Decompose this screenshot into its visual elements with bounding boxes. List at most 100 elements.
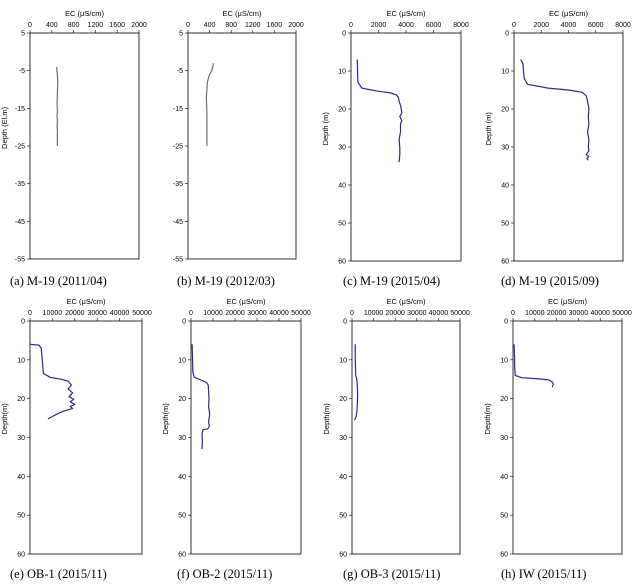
chart-panel-7: 0 10000 20000 30000 40000 50000 0 10 20 30 40 50 60 E… [322,297,470,581]
y-axis-title: Depth(m) [483,403,492,435]
y-tick-label: -25 [173,144,183,151]
y-axis-title: Depth(m) [0,403,9,435]
y-tick-label: 60 [501,259,509,266]
y-tick-label: 60 [338,259,346,266]
plot-frame [512,320,623,555]
y-tick-label: -45 [173,219,183,226]
x-tick-label: 800 [68,22,80,29]
series-line-1 [356,59,403,163]
x-tick-label: 0 [189,310,193,317]
plot-frame [350,32,462,262]
y-axis-title: Depth (m) [484,112,493,146]
x-tick-label: 0 [349,22,353,29]
y-tick-label: -25 [15,144,25,151]
x-tick-label: 0 [186,22,190,29]
chart-panel-3: 0 2000 4000 6000 8000 0 10 20 30 40 50 60 EC (μS/cm)… [321,9,469,288]
x-axis-title: EC (μS/cm) [227,297,266,306]
series-line-1 [520,59,590,161]
panel-caption: (a) M-19 (2011/04) [10,274,107,288]
y-tick-label: -55 [15,257,25,264]
x-tick-label: 40000 [269,310,289,317]
x-tick-label: 1200 [245,22,261,29]
x-tick-label: 1200 [88,22,104,29]
y-tick-label: 0 [182,319,186,326]
x-tick-label: 800 [225,22,237,29]
y-tick-label: 30 [500,435,508,442]
y-tick-label: 5 [179,31,183,38]
y-tick-label: 20 [178,396,186,403]
x-tick-label: 8000 [615,22,631,29]
y-tick-label: 10 [17,357,25,364]
x-axis-title: EC (μS/cm) [387,297,426,306]
x-tick-label: 2000 [371,22,387,29]
panel-caption: (g) OB-3 (2015/11) [343,567,440,581]
y-tick-label: 50 [178,513,186,520]
y-tick-label: 60 [339,552,347,559]
series-line-1 [354,344,359,421]
y-tick-label: 0 [505,31,509,38]
plot-frame [513,32,624,262]
panel-caption: (h) IW (2015/11) [501,567,586,581]
x-axis-title: EC (μS/cm) [549,9,588,18]
x-tick-label: 400 [46,22,58,29]
y-tick-label: 40 [500,474,508,481]
y-tick-label: 60 [17,552,25,559]
y-tick-label: 0 [343,319,347,326]
x-tick-label: 0 [28,310,32,317]
x-tick-label: 1600 [267,22,283,29]
x-tick-label: 30000 [407,310,427,317]
y-tick-label: -55 [173,257,183,264]
y-tick-label: 30 [17,435,25,442]
y-tick-label: 50 [339,513,347,520]
y-tick-label: 30 [501,145,509,152]
x-tick-label: 2000 [131,22,147,29]
y-tick-label: 50 [500,513,508,520]
y-tick-label: -5 [177,68,183,75]
panel-caption: (f) OB-2 (2015/11) [177,567,272,581]
x-axis-title: EC (μS/cm) [387,9,426,18]
y-tick-label: 10 [178,357,186,364]
x-tick-label: 2000 [533,22,549,29]
y-tick-label: -5 [19,68,25,75]
x-tick-label: 6000 [426,22,442,29]
x-axis-title: EC (μS/cm) [548,297,587,306]
x-tick-label: 30000 [87,310,107,317]
y-tick-label: 20 [339,396,347,403]
y-tick-label: 20 [500,396,508,403]
x-tick-label: 20000 [385,310,405,317]
x-tick-label: 40000 [429,310,449,317]
x-axis-title: EC (μS/cm) [67,297,106,306]
x-tick-label: 30000 [247,310,267,317]
plot-frame [351,320,461,555]
x-tick-label: 40000 [590,310,610,317]
series-line-1 [513,344,554,388]
y-tick-label: 40 [178,474,186,481]
chart-panel-2: 0 400 800 1200 1600 2000 5 -5 -15 -25 -35 -45 -55 EC … [173,9,304,288]
series-line-1 [56,66,59,147]
x-tick-label: 0 [350,310,354,317]
plot-frame [190,320,302,555]
x-tick-label: 20000 [547,310,567,317]
y-axis-title: Depth (El.m) [0,106,9,149]
x-tick-label: 20000 [225,310,245,317]
y-tick-label: -15 [15,106,25,113]
y-tick-label: -45 [15,219,25,226]
y-tick-label: 10 [501,69,509,76]
y-tick-label: 30 [339,435,347,442]
series-line-1 [29,343,76,420]
y-tick-label: 5 [21,31,25,38]
x-tick-label: 0 [511,310,515,317]
plot-frame [29,320,143,555]
series-line-1 [205,63,214,146]
x-tick-label: 20000 [65,310,85,317]
y-tick-label: 50 [501,221,509,228]
x-tick-label: 0 [28,22,32,29]
y-tick-label: 30 [178,435,186,442]
y-axis-title: Depth(m) [161,403,170,435]
y-tick-label: 0 [504,319,508,326]
y-tick-label: -15 [173,106,183,113]
panel-caption: (b) M-19 (2012/03) [177,274,275,288]
x-tick-label: 30000 [569,310,589,317]
y-tick-label: 40 [339,474,347,481]
